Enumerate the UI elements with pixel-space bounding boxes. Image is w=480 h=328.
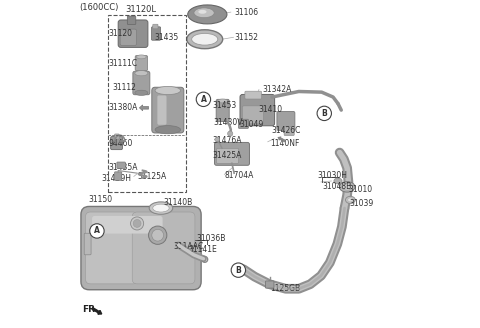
FancyArrow shape: [278, 137, 286, 142]
Ellipse shape: [192, 33, 218, 45]
Ellipse shape: [346, 196, 355, 203]
Circle shape: [133, 219, 141, 227]
FancyBboxPatch shape: [85, 212, 138, 284]
Text: 31106: 31106: [234, 8, 258, 17]
Ellipse shape: [198, 10, 206, 14]
Text: 31125A: 31125A: [137, 172, 167, 181]
FancyBboxPatch shape: [245, 91, 262, 99]
Text: FR.: FR.: [83, 305, 99, 314]
Text: 31453: 31453: [212, 101, 237, 110]
Ellipse shape: [188, 5, 227, 24]
FancyBboxPatch shape: [284, 126, 294, 135]
Text: 311AAC: 311AAC: [173, 242, 204, 251]
Circle shape: [231, 263, 246, 277]
Text: A: A: [201, 95, 206, 104]
Text: B: B: [322, 109, 327, 118]
Text: 1140NF: 1140NF: [270, 139, 300, 148]
Circle shape: [196, 92, 211, 107]
Text: 31152: 31152: [234, 33, 258, 42]
FancyBboxPatch shape: [84, 233, 91, 255]
Text: 31150: 31150: [88, 195, 112, 204]
Text: 31111C: 31111C: [108, 59, 138, 68]
Ellipse shape: [155, 126, 180, 134]
Text: 31039: 31039: [349, 199, 373, 208]
FancyBboxPatch shape: [240, 94, 275, 126]
Ellipse shape: [342, 184, 352, 190]
Ellipse shape: [348, 198, 353, 202]
Ellipse shape: [194, 8, 214, 18]
Text: 31342A: 31342A: [262, 85, 291, 94]
Ellipse shape: [149, 202, 173, 214]
FancyBboxPatch shape: [239, 119, 249, 128]
Text: 31140B: 31140B: [163, 198, 192, 207]
Text: 31049: 31049: [240, 120, 264, 129]
Ellipse shape: [339, 182, 355, 192]
FancyBboxPatch shape: [115, 172, 122, 180]
Text: 94460: 94460: [108, 139, 133, 148]
FancyBboxPatch shape: [115, 134, 119, 139]
FancyBboxPatch shape: [132, 212, 195, 284]
Text: 31435: 31435: [155, 33, 179, 42]
Text: 31435A: 31435A: [108, 163, 138, 172]
Text: 31120L: 31120L: [125, 5, 156, 14]
Ellipse shape: [155, 87, 180, 94]
Ellipse shape: [218, 99, 228, 103]
FancyBboxPatch shape: [135, 55, 147, 71]
FancyBboxPatch shape: [81, 206, 201, 290]
Ellipse shape: [153, 204, 169, 212]
Text: A: A: [94, 226, 100, 236]
Circle shape: [228, 131, 233, 136]
FancyBboxPatch shape: [120, 29, 136, 46]
Text: 31120: 31120: [108, 29, 132, 38]
FancyBboxPatch shape: [118, 20, 148, 48]
FancyBboxPatch shape: [242, 106, 264, 124]
Text: 31010: 31010: [348, 185, 372, 194]
Circle shape: [152, 229, 164, 241]
Bar: [108, 15, 186, 192]
Ellipse shape: [334, 178, 342, 184]
FancyBboxPatch shape: [216, 99, 229, 122]
FancyBboxPatch shape: [216, 148, 239, 163]
Text: 31476A: 31476A: [212, 136, 242, 145]
Text: B: B: [236, 266, 241, 275]
Text: 31425A: 31425A: [212, 151, 241, 160]
Text: 31048B: 31048B: [322, 182, 351, 191]
Circle shape: [317, 106, 332, 121]
Circle shape: [90, 224, 104, 238]
Text: 31112: 31112: [112, 83, 136, 92]
Text: 31380A: 31380A: [108, 103, 138, 112]
Circle shape: [148, 226, 167, 244]
FancyBboxPatch shape: [111, 136, 122, 150]
FancyBboxPatch shape: [265, 281, 274, 288]
Text: 31036B: 31036B: [197, 234, 226, 243]
FancyBboxPatch shape: [92, 216, 163, 234]
FancyBboxPatch shape: [157, 95, 167, 125]
FancyBboxPatch shape: [277, 112, 295, 130]
Text: 31030H: 31030H: [318, 171, 348, 180]
FancyBboxPatch shape: [133, 71, 150, 95]
FancyBboxPatch shape: [153, 24, 158, 29]
FancyBboxPatch shape: [215, 142, 250, 165]
FancyBboxPatch shape: [152, 27, 161, 40]
Text: 31410: 31410: [258, 105, 282, 113]
Ellipse shape: [135, 71, 148, 76]
Circle shape: [215, 137, 219, 142]
FancyArrow shape: [92, 308, 102, 314]
FancyBboxPatch shape: [152, 87, 184, 133]
FancyArrow shape: [139, 105, 148, 111]
Text: 1125GB: 1125GB: [270, 284, 300, 293]
FancyBboxPatch shape: [127, 16, 136, 25]
Circle shape: [131, 217, 144, 230]
Ellipse shape: [187, 30, 223, 49]
Text: 31426C: 31426C: [271, 126, 300, 135]
FancyBboxPatch shape: [117, 162, 125, 169]
Ellipse shape: [136, 56, 146, 70]
Text: (1600CC): (1600CC): [79, 3, 119, 12]
Text: 81704A: 81704A: [224, 171, 254, 180]
Ellipse shape: [135, 90, 148, 95]
Ellipse shape: [136, 55, 146, 59]
Text: 31459H: 31459H: [101, 174, 131, 183]
Text: 31430V: 31430V: [213, 118, 243, 127]
Text: 31141E: 31141E: [188, 245, 217, 254]
